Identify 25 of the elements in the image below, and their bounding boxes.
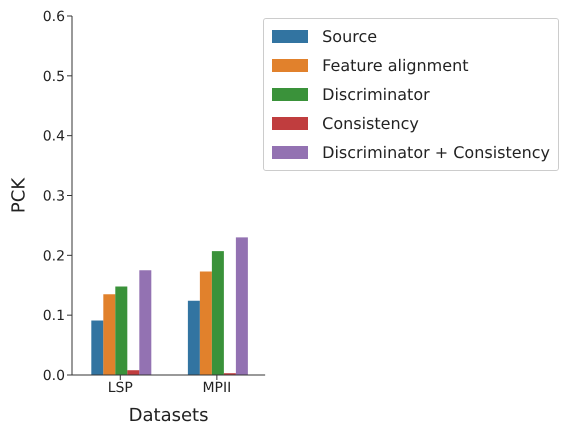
- y-axis-title: PCK: [8, 176, 30, 214]
- y-tick-label: 0.4: [42, 128, 66, 145]
- x-tick-label: MPII: [202, 380, 232, 396]
- bar: [236, 237, 248, 375]
- y-tick-label: 0.6: [42, 8, 66, 25]
- legend-label: Consistency: [322, 114, 419, 133]
- y-tick-label: 0.5: [42, 68, 65, 85]
- y-tick-label: 0.2: [42, 248, 65, 264]
- bar: [212, 251, 224, 375]
- bar: [188, 300, 200, 375]
- bar: [139, 270, 152, 375]
- legend-label: Source: [322, 27, 378, 46]
- bar: [127, 370, 140, 375]
- bar: [91, 320, 104, 375]
- y-tick-label: 0.3: [42, 188, 65, 204]
- legend-label: Discriminator: [322, 85, 430, 104]
- x-axis-title: Datasets: [128, 405, 209, 426]
- bar: [115, 286, 128, 375]
- x-tick-label: LSP: [108, 380, 133, 396]
- y-tick-label: 0.0: [42, 368, 65, 384]
- bar: [200, 271, 212, 375]
- legend-label: Discriminator + Consistency: [322, 143, 550, 162]
- y-tick-label: 0.1: [42, 308, 65, 324]
- bar: [103, 294, 116, 375]
- legend-label: Feature alignment: [322, 56, 469, 75]
